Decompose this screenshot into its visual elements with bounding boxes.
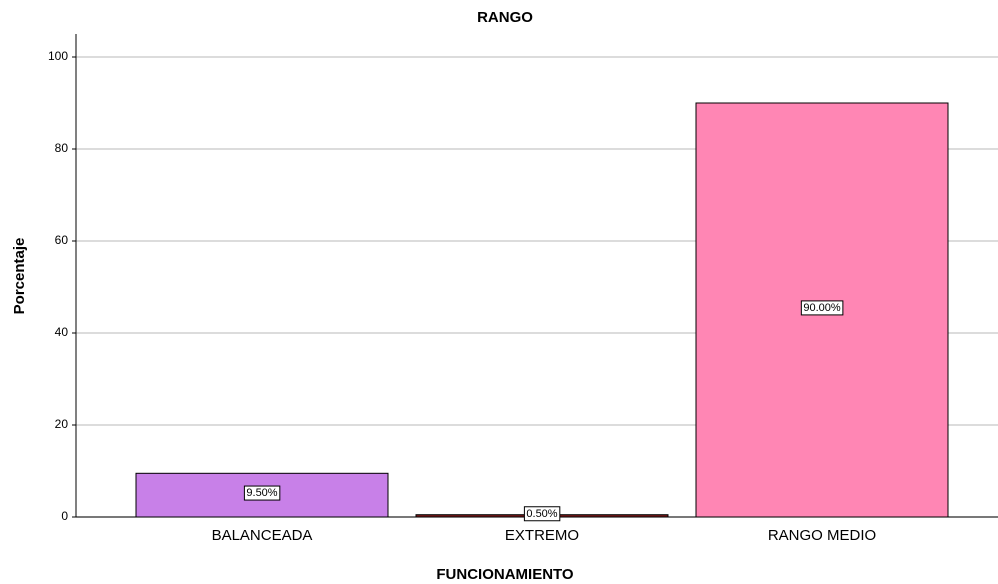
x-tick-label: RANGO MEDIO [768,527,876,544]
value-label-box [523,506,561,522]
value-label: 0.50% [526,508,557,520]
value-label: 9.50% [246,487,277,499]
x-axis-label: FUNCIONAMIENTO [436,566,574,583]
value-label-box [243,485,281,501]
x-tick-label: EXTREMO [505,527,579,544]
chart-title: RANGO [477,9,533,26]
y-tick-label: 80 [55,141,69,155]
x-tick-label: BALANCEADA [212,527,313,544]
y-tick-label: 0 [61,509,68,523]
y-tick-label: 100 [48,49,68,63]
y-tick-label: 60 [55,233,69,247]
y-axis-label: Porcentaje [11,238,28,315]
y-tick-label: 20 [55,417,69,431]
value-label-box [800,300,844,316]
y-tick-label: 40 [55,325,69,339]
value-label: 90.00% [803,302,841,314]
